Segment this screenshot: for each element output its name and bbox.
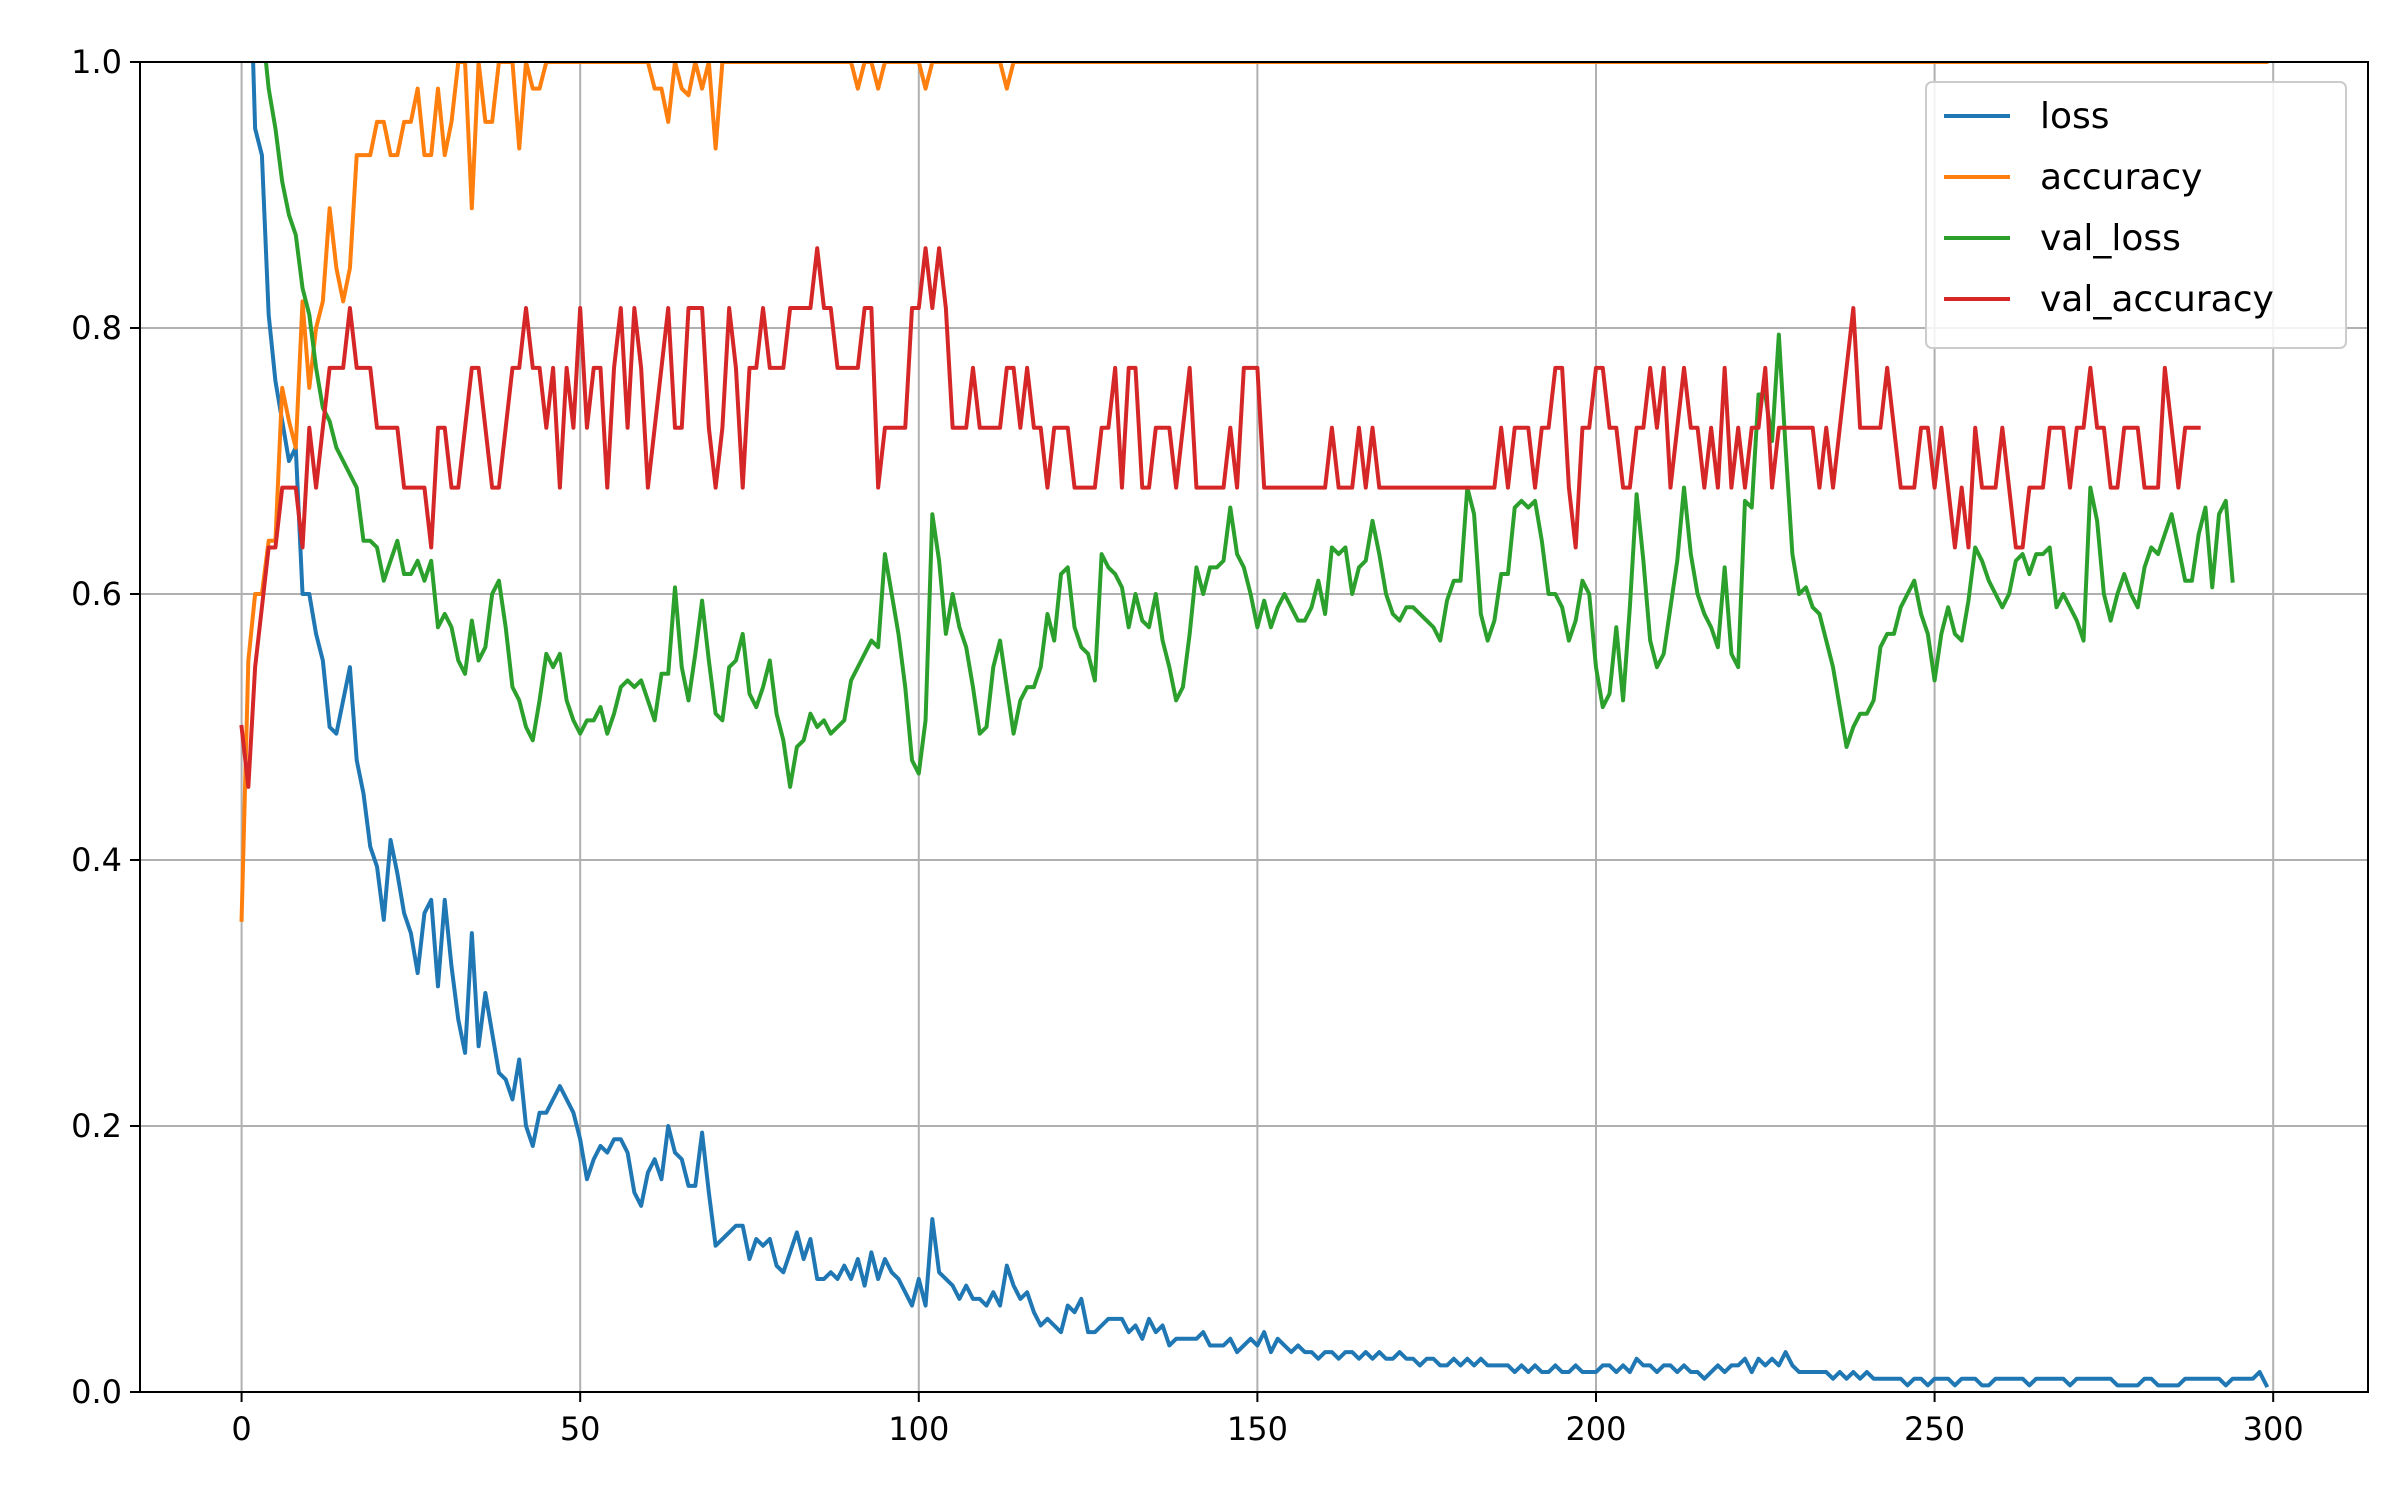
axes-frame bbox=[139, 61, 2369, 1393]
y-tick-label: 0.0 bbox=[71, 1373, 122, 1411]
series-line-loss bbox=[251, 62, 2270, 1389]
x-tick-label: 200 bbox=[1565, 1410, 1626, 1448]
axis-ticks: 0 50 100 150 200 250 300 0.0 0.2 0.4 0.6 0.8 1.0 bbox=[71, 43, 2304, 1448]
x-tick-label: 100 bbox=[888, 1410, 949, 1448]
y-tick-label: 1.0 bbox=[71, 43, 122, 81]
legend-label: accuracy bbox=[2040, 157, 2202, 198]
x-tick-label: 300 bbox=[2243, 1410, 2304, 1448]
series-line-accuracy bbox=[239, 62, 2269, 922]
y-tick-label: 0.6 bbox=[71, 575, 122, 613]
x-tick-label: 0 bbox=[231, 1410, 251, 1448]
legend: loss accuracy val_loss val_accuracy bbox=[1925, 81, 2347, 349]
legend-label: val_loss bbox=[2040, 218, 2181, 259]
x-tick-label: 250 bbox=[1904, 1410, 1965, 1448]
y-tick-label: 0.8 bbox=[71, 309, 122, 347]
legend-box bbox=[1925, 81, 2347, 349]
x-tick-label: 150 bbox=[1227, 1410, 1288, 1448]
plot-area bbox=[239, 62, 2270, 1389]
y-tick-label: 0.4 bbox=[71, 841, 122, 879]
legend-label: loss bbox=[2040, 96, 2110, 137]
y-tick-label: 0.2 bbox=[71, 1107, 122, 1145]
series-line-val-loss bbox=[263, 62, 2235, 789]
series-line-val-accuracy bbox=[239, 246, 2201, 789]
x-tick-label: 50 bbox=[560, 1410, 601, 1448]
legend-label: val_accuracy bbox=[2040, 279, 2274, 320]
